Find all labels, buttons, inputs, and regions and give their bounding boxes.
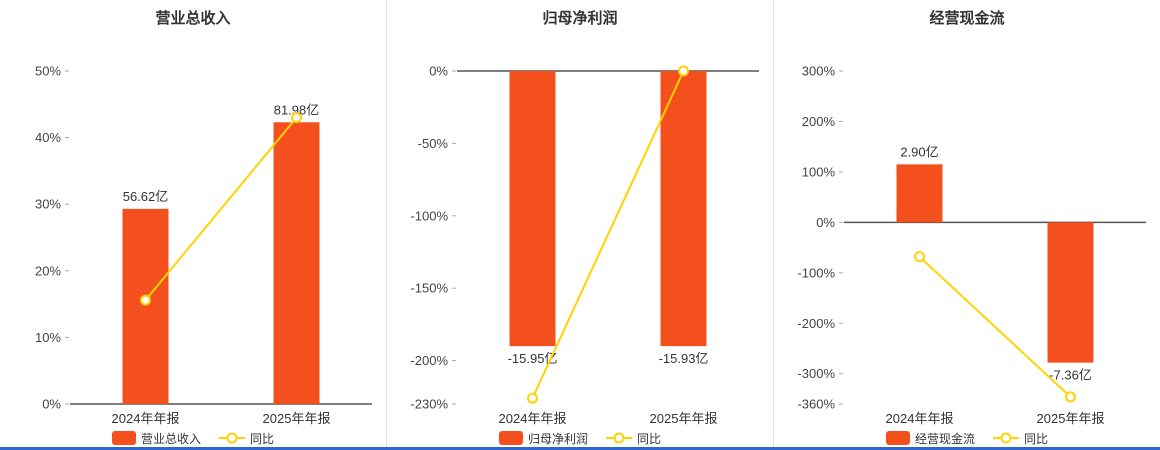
legend-line-series[interactable]: 同比 — [606, 430, 661, 447]
revenue-chart-canvas: 50% 40% 30% 20% 10% 0% 56.62亿 81.98亿 2024年年报 2025… — [35, 64, 372, 426]
svg-text:-15.93亿: -15.93亿 — [659, 351, 709, 366]
svg-text:-7.36亿: -7.36亿 — [1049, 368, 1092, 383]
legend-label: 营业总收入 — [140, 431, 201, 446]
svg-text:0%: 0% — [816, 215, 835, 230]
legend-bar-icon — [885, 431, 910, 445]
legend-line-dot-icon — [226, 432, 238, 444]
legend-line-icon — [993, 432, 1019, 444]
svg-text:2024年年报: 2024年年报 — [112, 411, 180, 426]
chart-legend: 经营现金流 同比 — [774, 426, 1160, 450]
svg-text:-100%: -100% — [410, 208, 448, 223]
legend-line-series[interactable]: 同比 — [993, 430, 1048, 447]
net-profit-chart-canvas: 0% -50% -100% -150% -200% -230% -15.95亿 -15.93亿… — [410, 64, 759, 426]
svg-text:81.98亿: 81.98亿 — [274, 102, 320, 117]
legend-bar-series[interactable]: 营业总收入 — [111, 430, 201, 447]
svg-text:10%: 10% — [35, 330, 61, 345]
svg-text:50%: 50% — [35, 64, 61, 79]
chart-panel-cash-flow: 经营现金流 300% 200% 100% 0% -100% -200% -300% -360%… — [773, 0, 1160, 450]
svg-text:300%: 300% — [802, 64, 836, 79]
svg-text:56.62亿: 56.62亿 — [123, 189, 169, 204]
svg-text:0%: 0% — [42, 397, 61, 412]
legend-bar-series[interactable]: 归母净利润 — [498, 430, 588, 447]
bottom-accent-bar — [0, 447, 1160, 450]
legend-label: 归母净利润 — [527, 431, 588, 446]
legend-line-dot-icon — [1000, 432, 1012, 444]
svg-text:2025年年报: 2025年年报 — [650, 411, 718, 426]
svg-text:0%: 0% — [429, 64, 448, 79]
chart-title: 经营现金流 — [929, 10, 1005, 27]
svg-text:2025年年报: 2025年年报 — [1037, 411, 1105, 426]
chart-panel-net-profit: 归母净利润 0% -50% -100% -150% -200% -230% -15.95亿 -… — [386, 0, 773, 450]
svg-text:-230%: -230% — [410, 397, 448, 412]
cash-flow-chart-canvas: 300% 200% 100% 0% -100% -200% -300% -360% 2.90亿 -… — [797, 64, 1146, 426]
svg-text:20%: 20% — [35, 263, 61, 278]
legend-bar-series[interactable]: 经营现金流 — [885, 430, 975, 447]
svg-text:-200%: -200% — [410, 353, 448, 368]
legend-line-dot-icon — [613, 432, 625, 444]
legend-label: 同比 — [250, 431, 275, 446]
legend-bar-icon — [111, 431, 136, 445]
svg-text:2024年年报: 2024年年报 — [499, 411, 567, 426]
svg-text:2024年年报: 2024年年报 — [886, 411, 954, 426]
svg-text:2025年年报: 2025年年报 — [263, 411, 331, 426]
svg-text:-150%: -150% — [410, 281, 448, 296]
chart-title: 营业总收入 — [155, 10, 231, 27]
svg-text:-15.95亿: -15.95亿 — [508, 351, 558, 366]
chart-title: 归母净利润 — [542, 10, 618, 27]
svg-text:100%: 100% — [802, 164, 836, 179]
svg-text:-50%: -50% — [418, 136, 449, 151]
legend-label: 经营现金流 — [914, 431, 975, 446]
svg-text:-100%: -100% — [797, 265, 835, 280]
svg-text:-360%: -360% — [797, 397, 835, 412]
legend-line-icon — [606, 432, 632, 444]
svg-text:-300%: -300% — [797, 366, 835, 381]
svg-text:30%: 30% — [35, 197, 61, 212]
legend-label: 同比 — [1024, 431, 1049, 446]
chart-panel-revenue: 营业总收入 50% 40% 30% 20% 10% 0% 56.62亿 81.98亿 2024年… — [0, 0, 386, 450]
legend-bar-icon — [498, 431, 523, 445]
chart-legend: 归母净利润 同比 — [387, 426, 773, 450]
svg-text:200%: 200% — [802, 114, 836, 129]
legend-line-series[interactable]: 同比 — [219, 430, 274, 447]
svg-text:40%: 40% — [35, 130, 61, 145]
svg-text:-200%: -200% — [797, 316, 835, 331]
svg-text:2.90亿: 2.90亿 — [900, 144, 938, 159]
legend-line-icon — [219, 432, 245, 444]
legend-label: 同比 — [637, 431, 662, 446]
chart-legend: 营业总收入 同比 — [0, 426, 386, 450]
